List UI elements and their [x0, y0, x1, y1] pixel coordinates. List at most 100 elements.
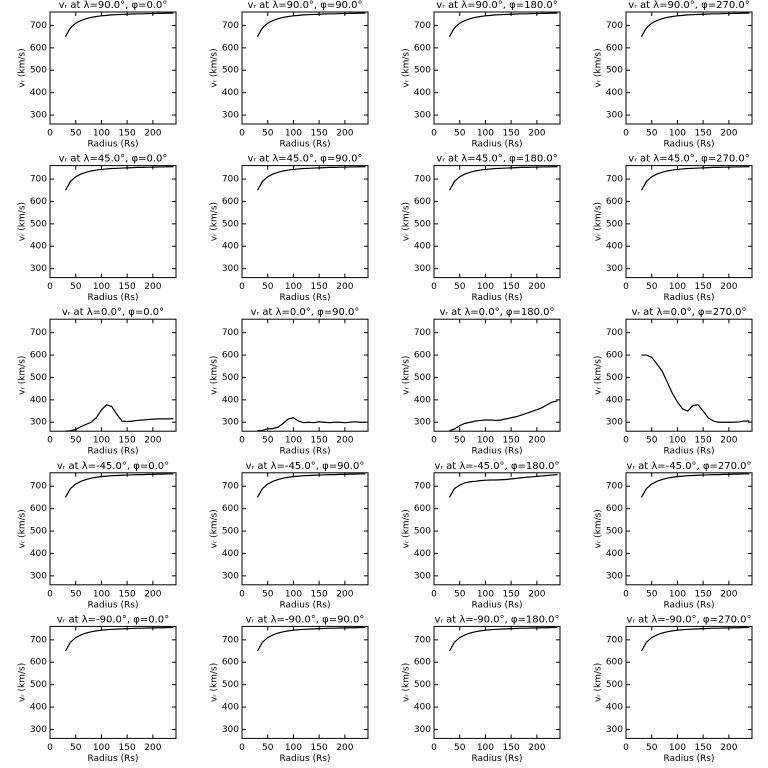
plot-frame	[49, 165, 177, 279]
x-tick-label: 50	[646, 282, 658, 292]
y-tick-label: 600	[414, 658, 431, 668]
x-tick-label: 150	[695, 129, 712, 139]
x-tick-label: 200	[720, 282, 737, 292]
y-tick-label: 500	[414, 373, 431, 383]
y-tick-label: 700	[222, 21, 239, 31]
y-tick-label: 600	[606, 658, 623, 668]
y-tick-label: 500	[414, 680, 431, 690]
x-tick-label: 0	[623, 589, 629, 599]
x-tick-label: 200	[144, 589, 161, 599]
plot-frame	[49, 318, 177, 432]
chart-title: vᵣ at λ=0.0°, φ=270.0°	[631, 307, 746, 318]
y-tick-label: 700	[222, 175, 239, 185]
chart-title: vᵣ at λ=0.0°, φ=180.0°	[439, 307, 554, 318]
y-tick-label: 700	[606, 175, 623, 185]
y-tick-label: 500	[222, 66, 239, 76]
chart-title: vᵣ at λ=0.0°, φ=90.0°	[251, 307, 360, 318]
y-tick-label: 400	[606, 395, 623, 405]
x-axis-label: Radius (Rs)	[279, 600, 330, 610]
y-axis-label: vᵣ (km/s)	[18, 509, 28, 548]
x-tick-label: 50	[70, 743, 82, 753]
plot-frame	[49, 472, 177, 586]
x-tick-label: 100	[93, 743, 110, 753]
y-tick-label: 700	[606, 328, 623, 338]
y-tick-label: 400	[414, 549, 431, 559]
x-tick-label: 200	[144, 282, 161, 292]
x-tick-label: 200	[144, 436, 161, 446]
y-tick-label: 600	[222, 43, 239, 53]
x-tick-label: 150	[503, 436, 520, 446]
plot-frame	[433, 11, 561, 125]
x-tick-label: 150	[695, 436, 712, 446]
x-tick-label: 150	[695, 282, 712, 292]
x-tick-label: 150	[311, 129, 328, 139]
x-tick-label: 0	[239, 743, 245, 753]
y-tick-label: 300	[222, 571, 239, 581]
x-tick-label: 150	[311, 436, 328, 446]
y-tick-label: 500	[606, 219, 623, 229]
data-line	[640, 626, 750, 652]
x-tick-label: 50	[262, 743, 274, 753]
data-line	[640, 166, 750, 191]
data-line	[256, 626, 366, 652]
chart-title: vᵣ at λ=-90.0°, φ=270.0°	[626, 614, 751, 625]
y-tick-label: 500	[606, 527, 623, 537]
x-tick-label: 50	[646, 129, 658, 139]
x-tick-label: 100	[477, 129, 494, 139]
y-tick-label: 600	[414, 504, 431, 514]
x-tick-label: 150	[503, 589, 520, 599]
y-tick-label: 300	[606, 418, 623, 428]
y-tick-label: 400	[222, 88, 239, 98]
x-tick-label: 0	[431, 129, 437, 139]
y-tick-label: 500	[414, 527, 431, 537]
y-tick-label: 300	[222, 264, 239, 274]
plot-frame	[625, 318, 753, 432]
x-tick-label: 0	[47, 129, 53, 139]
x-axis-label: Radius (Rs)	[279, 140, 330, 150]
x-tick-label: 150	[119, 129, 136, 139]
y-tick-label: 500	[30, 373, 47, 383]
y-tick-label: 300	[30, 418, 47, 428]
x-tick-label: 200	[336, 589, 353, 599]
y-tick-label: 600	[30, 43, 47, 53]
y-tick-label: 600	[606, 43, 623, 53]
plot-frame	[241, 11, 369, 125]
plot-frame	[241, 318, 369, 432]
x-tick-label: 100	[285, 436, 302, 446]
y-tick-label: 500	[414, 66, 431, 76]
x-tick-label: 100	[669, 282, 686, 292]
chart-title: vᵣ at λ=-90.0°, φ=0.0°	[57, 614, 169, 625]
chart-title: vᵣ at λ=-45.0°, φ=270.0°	[626, 461, 751, 472]
x-axis-label: Radius (Rs)	[279, 754, 330, 764]
y-axis-label: vᵣ (km/s)	[18, 202, 28, 241]
x-tick-label: 150	[503, 743, 520, 753]
data-line	[448, 626, 558, 652]
x-tick-label: 0	[623, 436, 629, 446]
x-tick-label: 100	[477, 282, 494, 292]
y-tick-label: 700	[414, 635, 431, 645]
x-axis-label: Radius (Rs)	[471, 293, 522, 303]
x-tick-label: 0	[623, 129, 629, 139]
y-tick-label: 600	[30, 351, 47, 361]
y-tick-label: 300	[414, 571, 431, 581]
x-tick-label: 150	[311, 282, 328, 292]
chart-title: vᵣ at λ=90.0°, φ=90.0°	[247, 0, 362, 11]
y-tick-label: 700	[414, 328, 431, 338]
chart-title: vᵣ at λ=45.0°, φ=180.0°	[436, 154, 557, 165]
chart-title: vᵣ at λ=90.0°, φ=180.0°	[436, 0, 557, 11]
x-tick-label: 200	[336, 436, 353, 446]
y-tick-label: 400	[30, 703, 47, 713]
y-axis-label: vᵣ (km/s)	[210, 663, 220, 702]
x-axis-label: Radius (Rs)	[663, 754, 714, 764]
x-tick-label: 0	[47, 436, 53, 446]
y-tick-label: 500	[222, 219, 239, 229]
x-tick-label: 0	[239, 589, 245, 599]
x-tick-label: 100	[477, 436, 494, 446]
x-tick-label: 100	[669, 743, 686, 753]
x-tick-label: 0	[239, 282, 245, 292]
x-tick-label: 100	[669, 129, 686, 139]
x-tick-label: 50	[454, 282, 466, 292]
x-tick-label: 50	[454, 129, 466, 139]
y-tick-label: 300	[606, 264, 623, 274]
